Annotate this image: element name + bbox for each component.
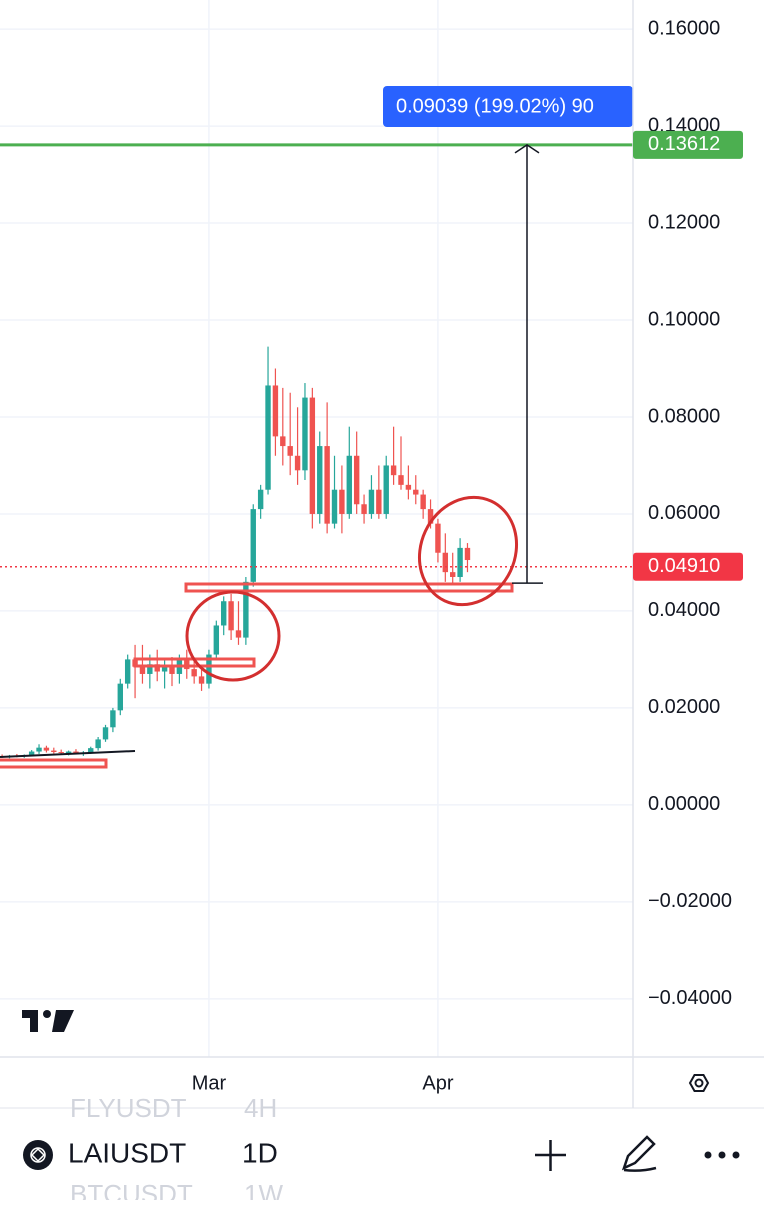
- candle-body: [442, 552, 449, 573]
- grid: [0, 0, 633, 1057]
- faded-symbol: FLYUSDT: [70, 1093, 187, 1123]
- candle-body: [88, 748, 94, 753]
- candle-body: [317, 446, 323, 514]
- candle-body: [154, 664, 160, 672]
- candle-body: [65, 751, 72, 753]
- candle-body: [287, 446, 293, 456]
- symbol-icon: [23, 1140, 53, 1170]
- candle-body: [324, 446, 330, 524]
- support-zone: [0, 758, 108, 769]
- candle-body: [73, 751, 79, 754]
- candle-body: [161, 666, 168, 672]
- candle-body: [457, 547, 463, 577]
- measure-arrow: [514, 143, 540, 154]
- candle-body: [339, 489, 345, 514]
- candle-body: [235, 630, 242, 638]
- candle-body: [427, 509, 434, 524]
- x-tick-label: Mar: [192, 1072, 227, 1094]
- y-tick-label: 0.06000: [648, 502, 720, 524]
- y-tick-label: 0.10000: [648, 308, 720, 330]
- y-tick-label: 0.16000: [648, 17, 720, 39]
- highlight-circle: [185, 590, 281, 682]
- candle-body: [110, 710, 116, 728]
- candle-body: [405, 484, 412, 490]
- candle-body: [294, 455, 301, 471]
- candle-body: [353, 455, 360, 505]
- measure-label: 0.09039 (199.02%) 90: [396, 95, 594, 117]
- candle-body: [346, 455, 352, 514]
- candle-body: [272, 385, 279, 437]
- candle-body: [36, 747, 42, 752]
- candle-body: [368, 489, 375, 514]
- candle-body: [198, 676, 205, 684]
- candle-body: [51, 750, 57, 753]
- candle-body: [250, 509, 256, 582]
- candle-body: [265, 385, 271, 490]
- candle-body: [383, 465, 389, 514]
- interval[interactable]: 1D: [242, 1137, 278, 1168]
- y-tick-label: −0.04000: [648, 987, 732, 1009]
- candle-body: [28, 751, 35, 756]
- price-label-box: [633, 552, 743, 581]
- candle-body: [302, 397, 308, 471]
- candle-body: [169, 666, 175, 674]
- drawings: 0.09039 (199.02%) 90: [0, 86, 633, 769]
- y-tick-label: 0.14000: [648, 114, 720, 136]
- candle-body: [420, 494, 426, 510]
- candle-body: [102, 727, 109, 740]
- faded-interval: 1W: [244, 1179, 283, 1200]
- candle-body: [221, 601, 227, 626]
- candle-body: [243, 581, 249, 638]
- candle-body: [331, 489, 338, 524]
- candle-body: [191, 669, 197, 677]
- candle-body: [280, 436, 286, 447]
- candle-body: [124, 659, 131, 684]
- candle-body: [413, 489, 419, 495]
- highlight-circle: [417, 495, 519, 607]
- price-label-box: [633, 130, 743, 159]
- y-tick-label: 0.00000: [648, 793, 720, 815]
- price-label: 0.13612: [648, 133, 720, 155]
- tradingview-logo: [22, 1010, 74, 1032]
- trend-line: [0, 750, 136, 758]
- candle-body: [117, 683, 123, 711]
- candle-body: [398, 475, 404, 485]
- y-tick-label: −0.02000: [648, 890, 732, 912]
- more-button[interactable]: [704, 1151, 740, 1159]
- candle-body: [184, 659, 190, 670]
- candle-body: [206, 654, 212, 684]
- symbol[interactable]: LAIUSDT: [68, 1137, 186, 1168]
- price-label: 0.04910: [648, 555, 720, 577]
- candle-body: [58, 752, 64, 754]
- faded-symbol: BTCUSDT: [70, 1179, 193, 1200]
- x-tick-label: Apr: [422, 1072, 453, 1094]
- candle-body: [450, 572, 456, 577]
- draw-button[interactable]: [621, 1135, 657, 1172]
- measure-label-box: [383, 86, 633, 127]
- candle-body: [95, 739, 101, 749]
- settings-icon[interactable]: [688, 1074, 710, 1092]
- y-tick-label: 0.02000: [648, 696, 720, 718]
- candle-body: [228, 601, 234, 631]
- candle-body: [376, 489, 382, 514]
- candle-body: [213, 625, 220, 655]
- y-tick-label: 0.04000: [648, 599, 720, 621]
- candle-body: [435, 523, 441, 553]
- candle-body: [390, 465, 397, 476]
- candle-body: [361, 504, 367, 514]
- support-zone: [184, 582, 514, 593]
- candle-body: [309, 397, 316, 514]
- candle-body: [464, 547, 471, 561]
- candle-body: [147, 664, 153, 674]
- add-button[interactable]: [535, 1140, 566, 1171]
- y-tick-label: 0.08000: [648, 405, 720, 427]
- candle-body: [257, 489, 264, 510]
- candle-body: [139, 666, 146, 674]
- candle-body: [43, 747, 50, 751]
- faded-interval: 4H: [244, 1093, 277, 1123]
- y-tick-label: 0.12000: [648, 211, 720, 233]
- price-axis: 0.16000 0.14000 0.12000 0.10000 0.08000 0.060…: [633, 17, 743, 1009]
